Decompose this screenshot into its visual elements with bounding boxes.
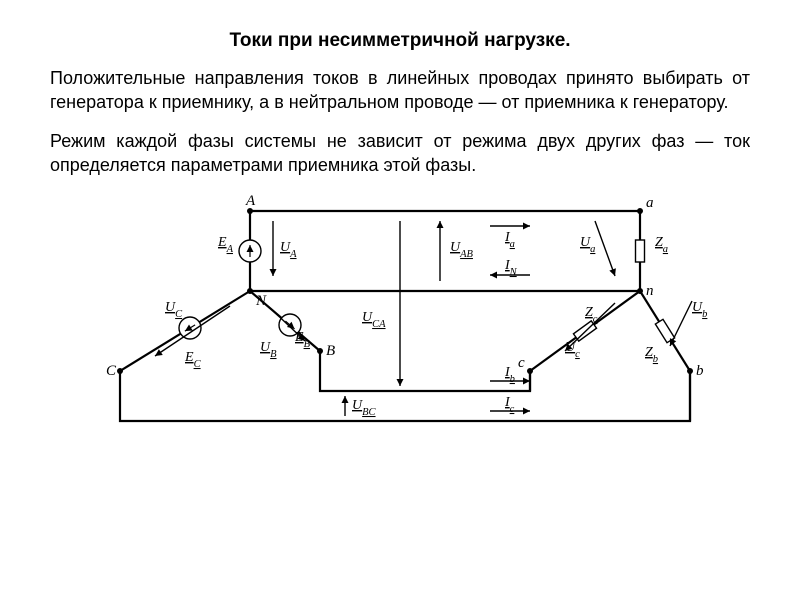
svg-text:EA: EA [217, 235, 234, 255]
svg-text:B: B [326, 343, 335, 359]
svg-text:A: A [245, 193, 256, 209]
svg-text:n: n [646, 283, 654, 299]
svg-text:Ub: Ub [692, 300, 707, 320]
circuit-diagram: EAEBECZaZbZcANBCanbcUAUBUCUABUCAUBCUaUbU… [50, 191, 750, 441]
svg-text:C: C [106, 363, 117, 379]
svg-text:UCA: UCA [362, 310, 386, 330]
circuit-svg: EAEBECZaZbZcANBCanbcUAUBUCUABUCAUBCUaUbU… [90, 191, 710, 441]
svg-text:Uc: Uc [565, 340, 580, 360]
svg-text:N: N [255, 293, 267, 309]
svg-text:a: a [646, 195, 654, 211]
svg-text:Za: Za [655, 235, 668, 255]
paragraph-1: Положительные направления токов в линейн… [50, 66, 750, 115]
svg-text:b: b [696, 363, 704, 379]
page-title: Токи при несимметричной нагрузке. [50, 30, 750, 52]
svg-text:Ua: Ua [580, 235, 595, 255]
svg-text:UBC: UBC [352, 398, 377, 418]
svg-text:Zb: Zb [645, 345, 658, 365]
svg-text:UC: UC [165, 300, 183, 320]
svg-text:c: c [518, 355, 525, 371]
paragraph-2: Режим каждой фазы системы не зависит от … [50, 129, 750, 178]
svg-text:UAB: UAB [450, 240, 474, 260]
svg-text:UA: UA [280, 240, 297, 260]
svg-text:UB: UB [260, 340, 277, 360]
svg-text:EC: EC [184, 350, 202, 370]
svg-text:Ia: Ia [504, 230, 515, 250]
